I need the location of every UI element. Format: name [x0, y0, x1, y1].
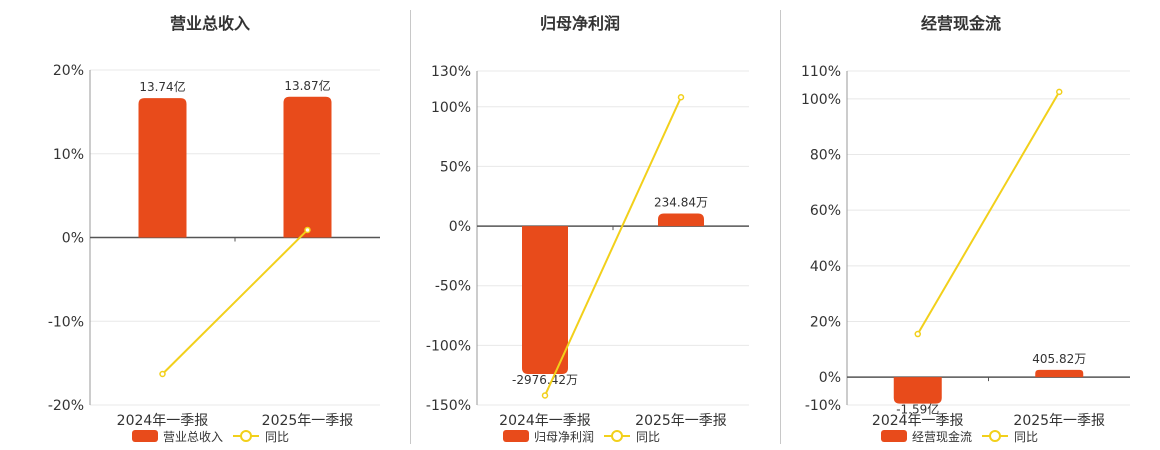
chart-title: 归母净利润: [540, 14, 620, 33]
y-tick-label: 110%: [801, 64, 841, 80]
legend-bar-label: 经营现金流: [912, 429, 972, 444]
y-tick-label: -50%: [435, 279, 471, 295]
yoy-point: [677, 93, 685, 101]
chart-net-profit: 归母净利润 130% 100% 50% 0% -50% -100% -150% -2976.42…: [426, 14, 749, 444]
yoy-line: [544, 96, 682, 396]
x-category-label: 2024年一季报: [499, 413, 591, 429]
divider: [410, 10, 411, 444]
chart-cash-flow: 经营现金流 110% 100% 80% 60% 40% 20% 0% -10% -1.59亿 405…: [801, 14, 1130, 444]
y-tick-label: 60%: [810, 203, 841, 219]
legend-bar-swatch: [132, 430, 158, 442]
x-category-label: 2025年一季报: [635, 413, 727, 429]
y-tick-label: 20%: [810, 315, 841, 331]
data-label: 234.84万: [654, 196, 708, 210]
y-tick-label: 40%: [810, 259, 841, 275]
bar: [283, 96, 332, 238]
legend-line-label: 同比: [265, 430, 289, 444]
data-label: -2976.42万: [512, 373, 578, 387]
y-tick-label: -150%: [426, 398, 471, 414]
y-tick-label: 80%: [810, 148, 841, 164]
panel-cash-flow: 经营现金流 110% 100% 80% 60% 40% 20% 0% -10% -1.59亿 405…: [781, 0, 1160, 450]
y-tick-label: 100%: [801, 92, 841, 108]
yoy-point: [1056, 88, 1063, 96]
y-tick-label: 130%: [431, 64, 471, 80]
legend-bar-label: 营业总收入: [163, 430, 223, 444]
y-tick-label: 0%: [819, 370, 841, 386]
bar: [893, 377, 942, 404]
yoy-line: [916, 91, 1061, 335]
bar: [138, 98, 187, 238]
x-category-label: 2025年一季报: [1013, 413, 1105, 429]
bar: [1035, 369, 1084, 378]
legend-bar-swatch: [881, 430, 907, 442]
x-category-label: 2024年一季报: [872, 413, 964, 429]
y-tick-label: 20%: [53, 63, 84, 79]
yoy-point: [304, 226, 311, 234]
yoy-point: [159, 370, 166, 378]
divider: [780, 10, 781, 444]
y-tick-label: 10%: [53, 147, 84, 163]
y-tick-label: -20%: [48, 398, 84, 414]
y-tick-label: 0%: [62, 231, 84, 247]
chart-revenue: 营业总收入 20% 10% 0% -10% -20% 13.74亿 13.87亿 2024年一季…: [48, 14, 380, 444]
chart-title: 营业总收入: [170, 14, 250, 33]
y-tick-label: -10%: [805, 398, 841, 414]
legend-bar-swatch: [503, 430, 529, 442]
legend-line-marker: [989, 430, 1001, 442]
yoy-line: [161, 229, 309, 375]
y-tick-label: 100%: [431, 100, 471, 116]
panel-revenue: 营业总收入 20% 10% 0% -10% -20% 13.74亿 13.87亿 2024年一季…: [0, 0, 400, 450]
x-category-label: 2025年一季报: [262, 413, 354, 429]
data-label: -1.59亿: [896, 402, 939, 417]
data-label: 405.82万: [1032, 352, 1086, 366]
legend-line-label: 同比: [1014, 430, 1038, 444]
y-tick-label: 50%: [440, 159, 471, 175]
legend-line-marker: [240, 430, 252, 442]
bar: [522, 226, 568, 374]
yoy-point: [914, 330, 921, 338]
y-tick-label: -100%: [426, 338, 471, 354]
y-tick-label: -10%: [48, 314, 84, 330]
data-label: 13.74亿: [139, 79, 185, 94]
legend-line-marker: [611, 430, 623, 442]
data-label: 13.87亿: [284, 78, 330, 93]
chart-title: 经营现金流: [921, 14, 1001, 33]
panel-net-profit: 归母净利润 130% 100% 50% 0% -50% -100% -150% -2976.42…: [411, 0, 780, 450]
y-tick-label: 0%: [449, 219, 471, 235]
legend-line-label: 同比: [636, 430, 660, 444]
legend-bar-label: 归母净利润: [534, 430, 594, 444]
x-category-label: 2024年一季报: [117, 413, 209, 429]
bar: [658, 213, 704, 227]
yoy-point: [541, 392, 549, 399]
